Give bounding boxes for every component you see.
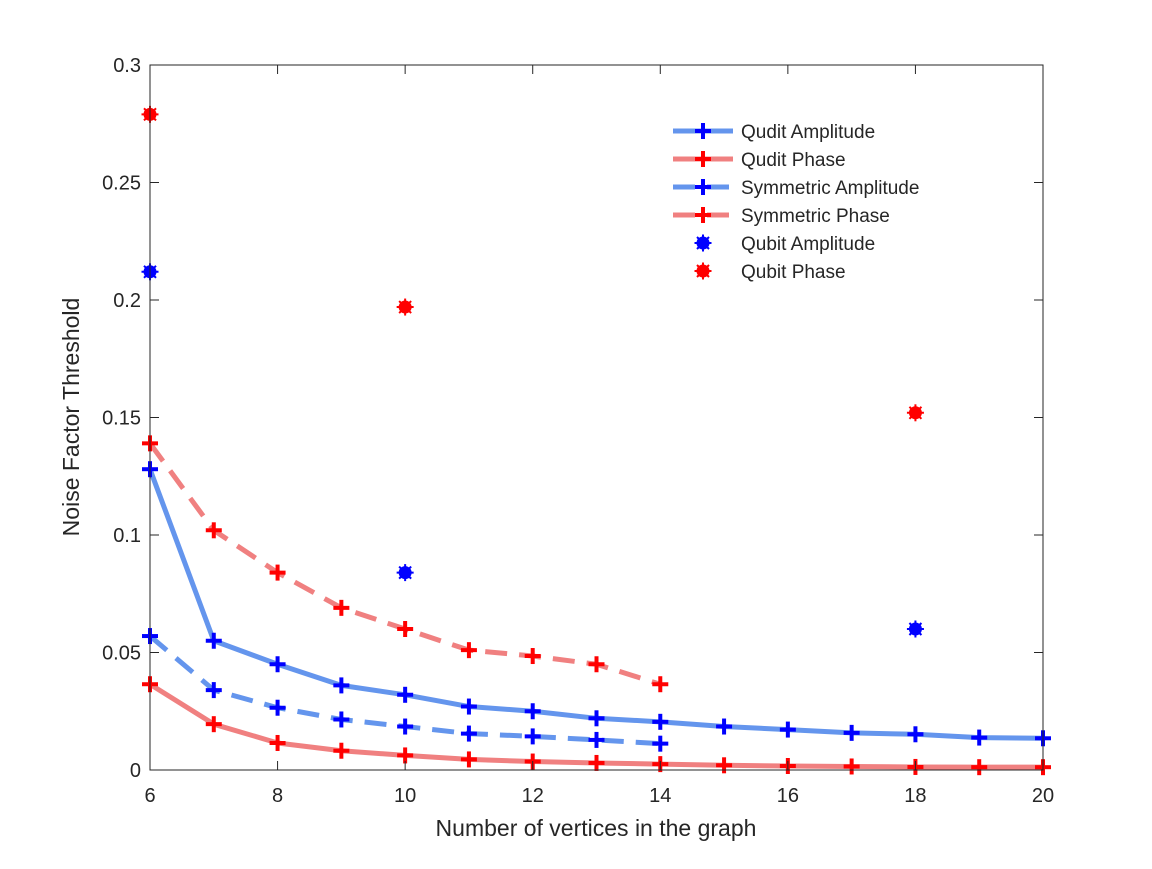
y-tick-label: 0.2: [113, 290, 141, 312]
data-point: [269, 564, 286, 581]
data-point: [588, 710, 605, 727]
data-point: [460, 642, 477, 659]
data-point: [524, 648, 541, 665]
data-point: [333, 677, 350, 694]
data-point: [205, 682, 222, 699]
legend-marker: [695, 207, 711, 223]
legend-label: Symmetric Phase: [741, 206, 890, 227]
x-tick-label: 20: [1032, 785, 1054, 807]
y-tick-label: 0.05: [102, 643, 141, 665]
legend-marker: [695, 151, 711, 167]
data-point: [716, 757, 733, 774]
legend-entry-qubit-amplitude: Qubit Amplitude: [694, 234, 875, 255]
y-tick-label: 0.15: [102, 408, 141, 430]
data-point: [397, 686, 414, 703]
y-tick-label: 0.25: [102, 173, 141, 195]
legend-marker: [695, 179, 711, 195]
legend: Qudit Amplitude Qudit Phase Symmetric Ampl…: [673, 122, 919, 283]
y-tick-label: 0.3: [113, 55, 141, 77]
plot-series: [141, 105, 1051, 776]
data-point: [907, 726, 924, 743]
x-axis: 6 8 10 12 14 16 18 20: [144, 65, 1054, 807]
data-point: [397, 621, 414, 637]
series-line-qudit-amplitude: [147, 468, 1044, 741]
legend-entry-qudit-phase: Qudit Phase: [673, 150, 846, 171]
x-axis-label: Number of vertices in the graph: [436, 815, 757, 841]
legend-entry-symmetric-phase: Symmetric Phase: [673, 206, 890, 227]
series-qudit-phase: [142, 676, 1051, 776]
legend-marker: [694, 234, 712, 252]
y-tick-label: 0.1: [113, 525, 141, 547]
legend-entry-qudit-amplitude: Qudit Amplitude: [673, 122, 875, 143]
series-symmetric-phase: [142, 435, 669, 693]
data-point: [269, 656, 286, 673]
data-point: [460, 725, 477, 742]
data-point: [588, 731, 605, 748]
legend-label: Symmetric Amplitude: [741, 178, 919, 199]
data-point: [397, 747, 414, 764]
x-tick-label: 14: [649, 785, 671, 807]
data-point: [971, 729, 988, 746]
y-axis-label: Noise Factor Threshold: [58, 298, 84, 537]
x-tick-label: 12: [522, 785, 544, 807]
data-point: [779, 721, 796, 738]
legend-label: Qubit Phase: [741, 262, 846, 283]
x-tick-label: 8: [272, 785, 283, 807]
y-tick-label: 0: [130, 760, 141, 782]
series-qudit-amplitude: [142, 461, 1051, 747]
data-point: [524, 703, 541, 720]
legend-marker: [694, 262, 712, 280]
data-point: [269, 699, 286, 716]
legend-entry-qubit-phase: Qubit Phase: [694, 262, 846, 283]
data-point: [333, 742, 350, 759]
data-point: [205, 716, 222, 733]
data-point: [333, 711, 350, 728]
legend-entry-symmetric-amplitude: Symmetric Amplitude: [673, 178, 919, 199]
data-point: [333, 599, 350, 616]
data-point: [460, 751, 477, 768]
data-point: [460, 698, 477, 715]
data-point: [652, 676, 669, 693]
data-point: [588, 754, 605, 771]
data-point: [269, 734, 286, 751]
data-point: [396, 564, 414, 582]
x-tick-label: 16: [777, 785, 799, 807]
data-point: [971, 759, 988, 776]
data-point: [843, 724, 860, 741]
data-point: [906, 620, 924, 638]
data-point: [205, 522, 222, 539]
legend-label: Qudit Phase: [741, 150, 846, 171]
data-point: [524, 728, 541, 745]
series-qubit-amplitude: [141, 263, 924, 638]
data-point: [396, 298, 414, 316]
legend-marker: [695, 123, 711, 139]
data-point: [652, 735, 669, 752]
data-point: [652, 713, 669, 730]
legend-label: Qubit Amplitude: [741, 234, 875, 255]
data-point: [843, 758, 860, 775]
x-tick-label: 10: [394, 785, 416, 807]
x-tick-label: 6: [144, 785, 155, 807]
data-point: [716, 718, 733, 735]
data-point: [588, 656, 605, 673]
legend-label: Qudit Amplitude: [741, 122, 875, 143]
data-point: [906, 404, 924, 422]
data-point: [205, 632, 222, 649]
x-tick-label: 18: [904, 785, 926, 807]
data-point: [397, 718, 414, 735]
y-axis: 0 0.05 0.1 0.15 0.2 0.25 0.3: [102, 55, 1043, 782]
